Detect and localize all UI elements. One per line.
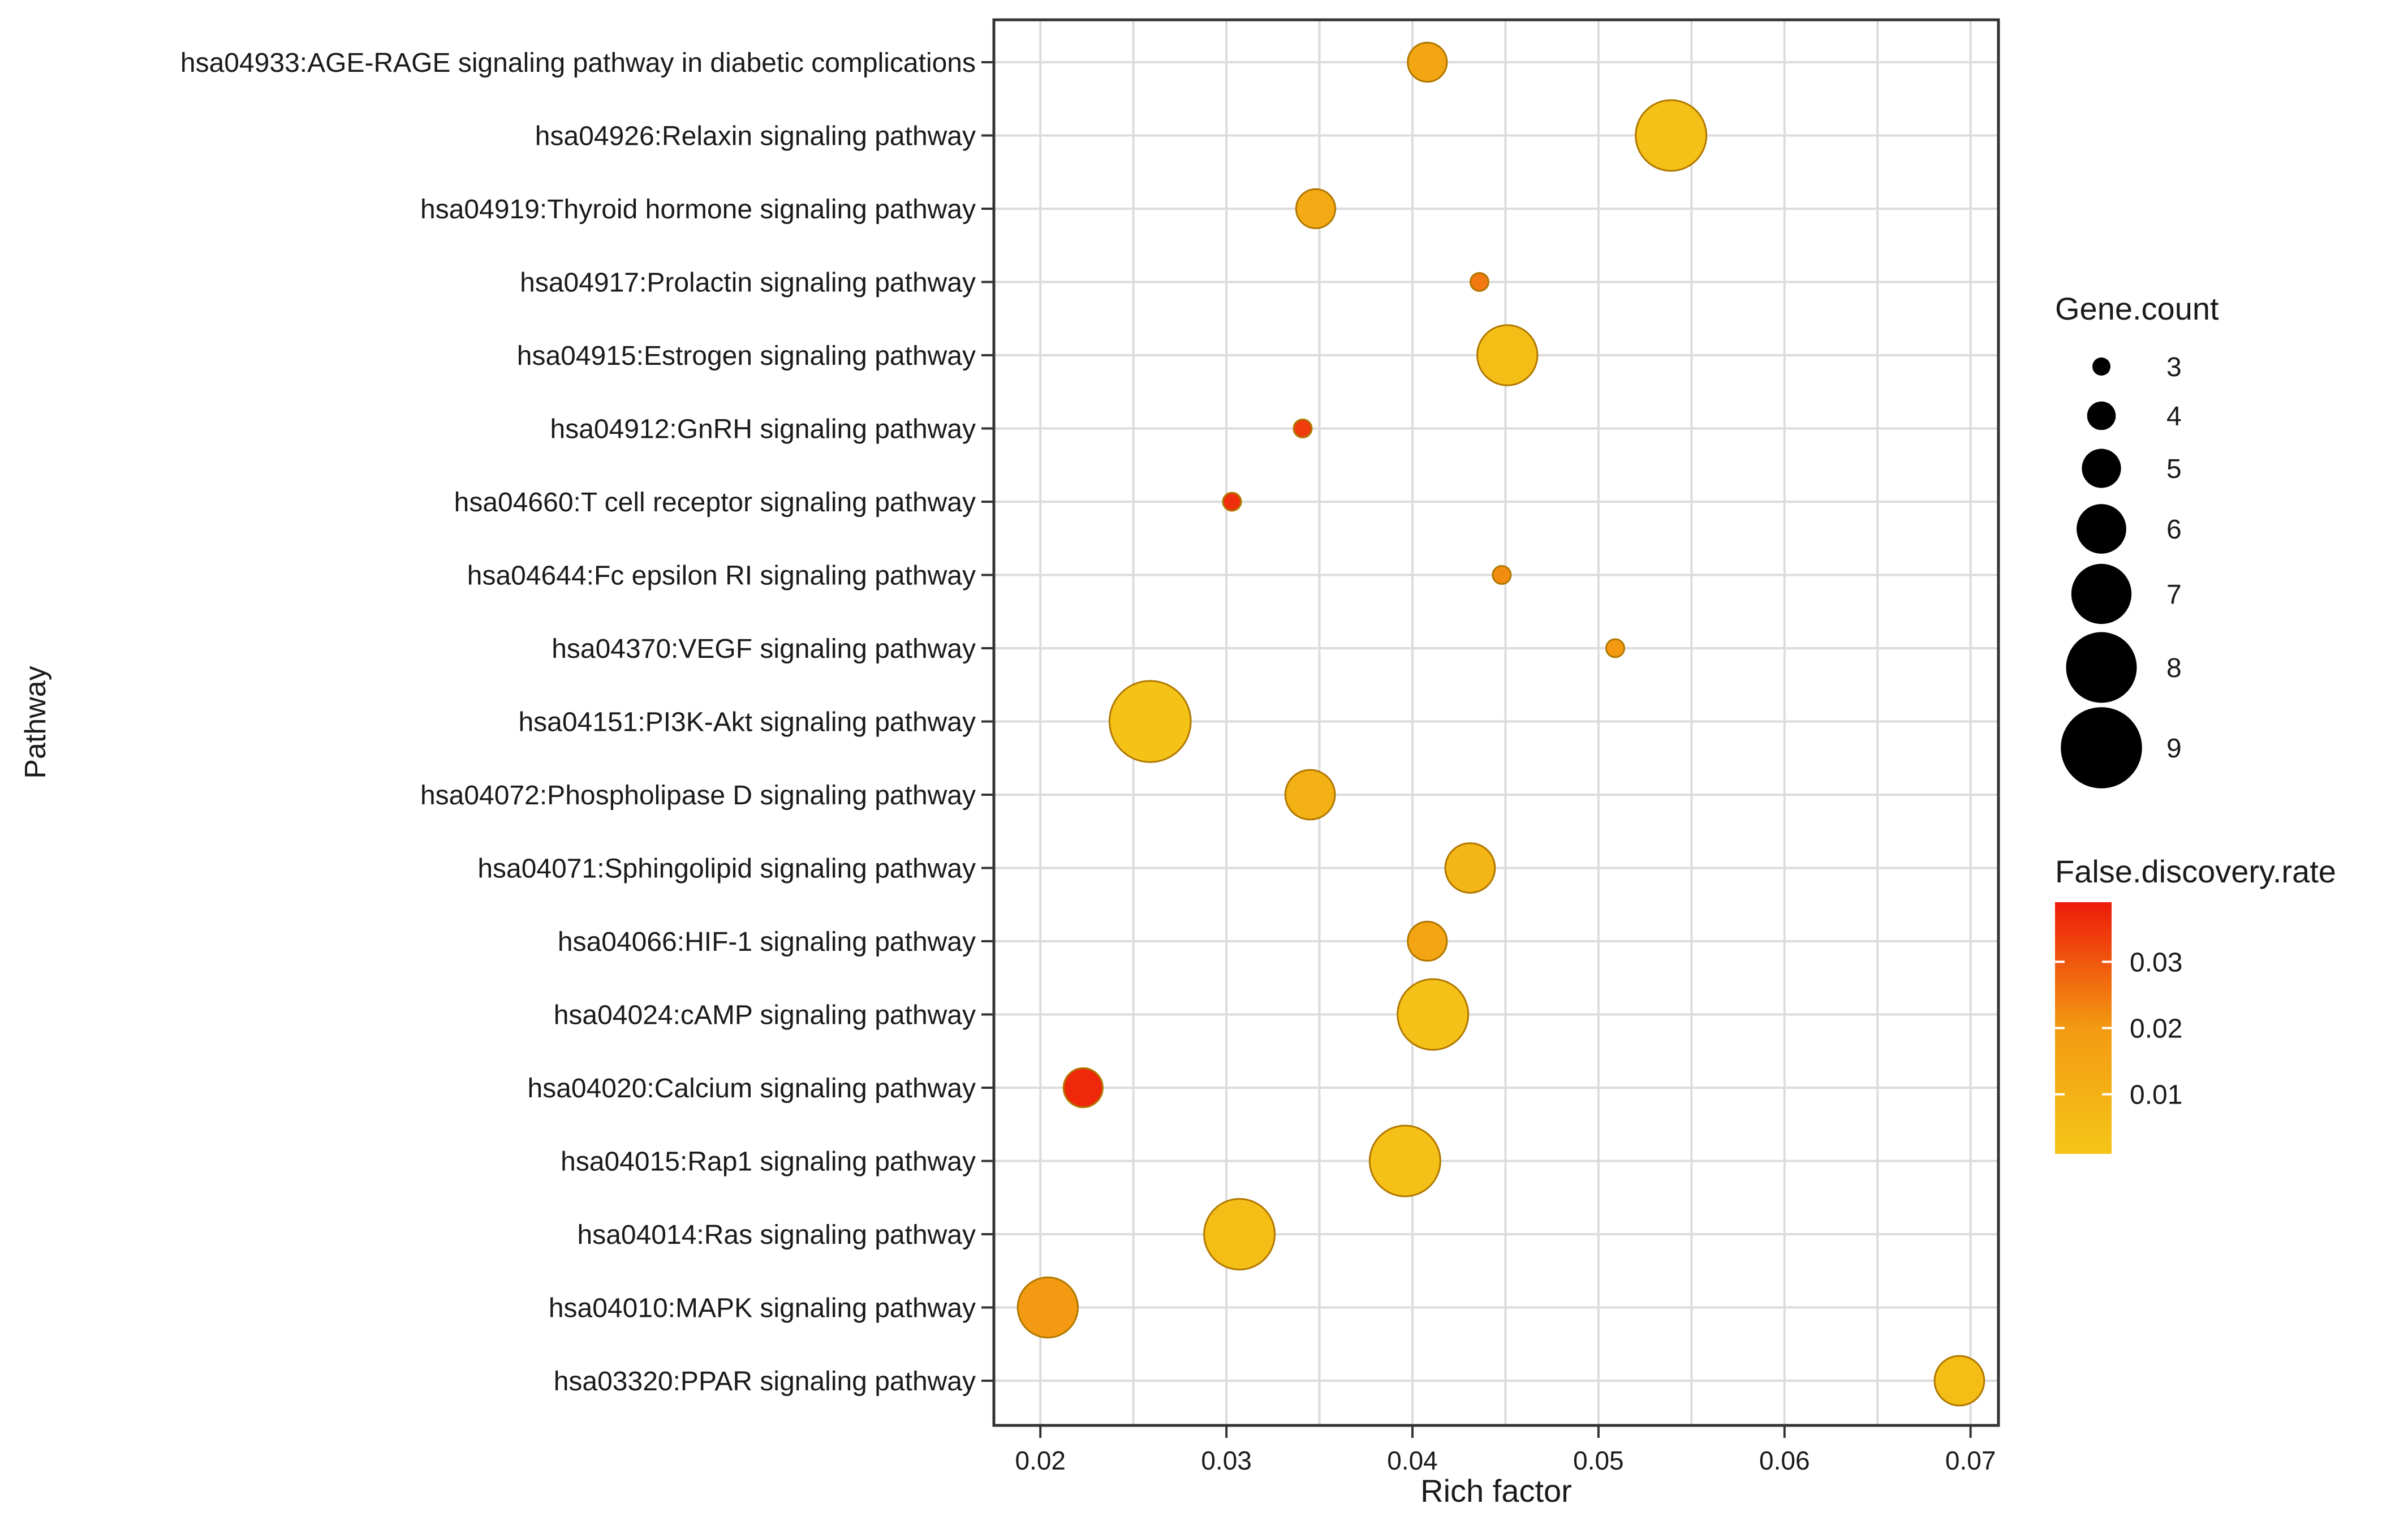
- gene-count-legend-title: Gene.count: [2055, 291, 2219, 326]
- gene-count-legend-keys: 3 4 5 6 7 8 9: [2061, 352, 2182, 788]
- y-tick-label: hsa04014:Ras signaling pathway: [578, 1220, 976, 1250]
- y-tick-label: hsa04933:AGE-RAGE signaling pathway in d…: [180, 48, 976, 78]
- y-tick-label: hsa04072:Phospholipase D signaling pathw…: [420, 781, 976, 811]
- y-tick-label: hsa04919:Thyroid hormone signaling pathw…: [420, 195, 976, 225]
- y-tick-label: hsa04071:Sphingolipid signaling pathway: [477, 854, 976, 884]
- data-point: [1492, 565, 1512, 585]
- gene-count-legend-key: [2071, 563, 2132, 624]
- data-point: [1407, 41, 1448, 83]
- y-tick-label: hsa04644:Fc epsilon RI signaling pathway: [467, 561, 976, 591]
- y-tick-label: hsa04660:T cell receptor signaling pathw…: [454, 488, 976, 518]
- fdr-tick-label: 0.03: [2130, 947, 2182, 977]
- gene-count-legend-label: 8: [2166, 653, 2182, 683]
- y-tick-label: hsa04151:PI3K-Akt signaling pathway: [518, 708, 976, 738]
- y-axis-title: Pathway: [19, 666, 52, 778]
- y-tick-label: hsa04010:MAPK signaling pathway: [549, 1294, 976, 1324]
- y-tick-label: hsa04915:Estrogen signaling pathway: [517, 341, 976, 371]
- data-point: [1016, 1276, 1079, 1339]
- fdr-legend-ticks: 0.03 0.02 0.01: [2055, 947, 2182, 1110]
- gene-count-legend-label: 3: [2166, 352, 2182, 382]
- data-point: [1407, 920, 1448, 962]
- data-point: [1062, 1067, 1104, 1109]
- x-tick-label: 0.06: [1759, 1446, 1810, 1475]
- data-points: [1016, 41, 1985, 1407]
- gene-count-legend-key: [2092, 357, 2110, 376]
- data-point: [1469, 272, 1489, 292]
- gene-count-legend-label: 4: [2166, 402, 2182, 432]
- x-tick-label: 0.04: [1387, 1446, 1438, 1475]
- data-point: [1635, 99, 1708, 172]
- data-point: [1476, 324, 1539, 386]
- x-tick-label: 0.03: [1201, 1446, 1252, 1475]
- y-tick-label: hsa04020:Calcium signaling pathway: [528, 1074, 976, 1104]
- data-point: [1222, 492, 1242, 512]
- y-tick-label: hsa04917:Prolactin signaling pathway: [520, 268, 976, 298]
- data-point: [1295, 188, 1337, 230]
- x-tick-label: 0.07: [1945, 1446, 1996, 1475]
- data-point: [1203, 1198, 1276, 1270]
- data-point: [1444, 842, 1496, 894]
- gene-count-legend-label: 7: [2166, 580, 2182, 610]
- data-point: [1293, 419, 1313, 438]
- fdr-tick-label: 0.02: [2130, 1014, 2182, 1044]
- y-tick-label: hsa04015:Rap1 signaling pathway: [561, 1147, 976, 1177]
- grid-lines: [994, 20, 1998, 1425]
- data-point: [1368, 1124, 1441, 1197]
- y-tick-label: hsa04370:VEGF signaling pathway: [552, 634, 976, 664]
- fdr-tick-label: 0.01: [2130, 1080, 2182, 1110]
- x-tick-label: 0.05: [1573, 1446, 1624, 1475]
- y-axis: hsa04933:AGE-RAGE signaling pathway in d…: [180, 48, 994, 1397]
- y-tick-label: hsa03320:PPAR signaling pathway: [554, 1367, 976, 1397]
- data-point: [1108, 680, 1192, 763]
- y-tick-label: hsa04066:HIF-1 signaling pathway: [558, 927, 976, 957]
- data-point: [1605, 638, 1625, 658]
- fdr-legend-title: False.discovery.rate: [2055, 854, 2336, 889]
- x-tick-label: 0.02: [1015, 1446, 1066, 1475]
- gene-count-legend-label: 9: [2166, 734, 2182, 764]
- x-axis: 0.02 0.03 0.04 0.05 0.06 0.07: [1015, 1425, 1996, 1475]
- gene-count-legend-key: [2077, 504, 2126, 554]
- data-point: [1933, 1355, 1985, 1407]
- gene-count-legend: Gene.count 3 4 5 6 7 8 9: [2055, 291, 2219, 788]
- gene-count-legend-key: [2087, 401, 2116, 430]
- gene-count-legend-label: 5: [2166, 454, 2182, 484]
- gene-count-legend-key: [2061, 707, 2142, 788]
- data-point: [1397, 978, 1470, 1051]
- y-tick-label: hsa04926:Relaxin signaling pathway: [535, 122, 976, 152]
- gene-count-legend-key: [2066, 632, 2137, 703]
- gene-count-legend-label: 6: [2166, 515, 2182, 545]
- gene-count-legend-key: [2082, 449, 2121, 488]
- fdr-legend: False.discovery.rate 0.03 0.02 0.01: [2055, 854, 2336, 1154]
- y-tick-label: hsa04024:cAMP signaling pathway: [554, 1001, 976, 1031]
- data-point: [1284, 769, 1336, 821]
- y-tick-label: hsa04912:GnRH signaling pathway: [550, 415, 976, 445]
- x-axis-title: Rich factor: [1420, 1473, 1572, 1509]
